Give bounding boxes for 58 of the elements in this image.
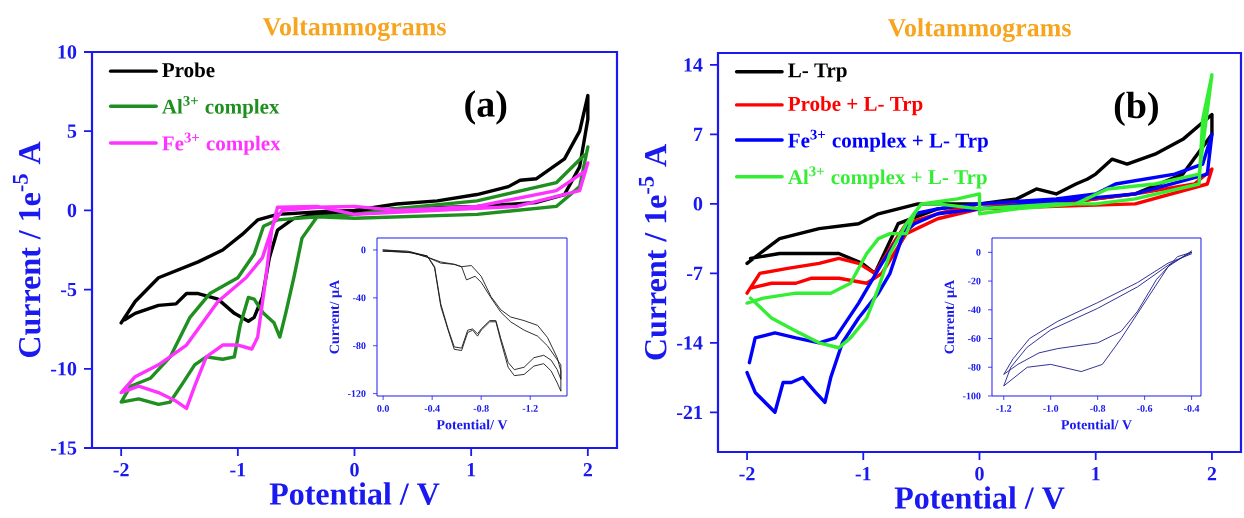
- x-tick-label: -2: [113, 463, 129, 477]
- y-tick-label: 0: [361, 246, 366, 254]
- y-tick-label: -7: [687, 266, 703, 280]
- legend-label: Fe$^{3+}$ complex + L- Trp: [788, 129, 988, 152]
- y-tick-label: -20: [967, 277, 981, 285]
- x-tick-label: 2: [583, 463, 592, 477]
- y-tick-label: -40: [967, 306, 981, 314]
- legend-label: Fe$^{3+}$ complex: [162, 132, 281, 155]
- y-tick-label: 5: [67, 124, 77, 138]
- y-tick-label: -15: [51, 441, 77, 455]
- y-tick-label: -80: [967, 363, 981, 371]
- x-axis-title: Potential / V: [269, 482, 440, 505]
- x-axis-title: Potential/ V: [1061, 419, 1132, 430]
- y-tick-label: 7: [694, 127, 703, 141]
- x-tick-label: -2: [739, 467, 755, 481]
- y-tick-label: -120: [347, 390, 366, 397]
- x-tick-label: 1: [1092, 467, 1100, 481]
- x-tick-label: -0.4: [424, 405, 440, 412]
- annotation: (a): [465, 90, 507, 125]
- x-tick-label: -1: [855, 467, 871, 481]
- legend-label: L- Trp: [788, 63, 847, 82]
- y-tick-label: -40: [352, 294, 366, 302]
- legend-label: Probe: [162, 62, 215, 78]
- y-axis-title: Current / 1e$^{-5}$ A: [638, 144, 667, 360]
- x-axis-title: Potential / V: [894, 486, 1065, 509]
- y-tick-label: 0: [976, 248, 981, 256]
- annotation: (b): [1114, 91, 1158, 127]
- y-axis-title: Current/ µA: [944, 279, 957, 354]
- y-tick-label: -80: [352, 342, 366, 350]
- chart-title: Voltammograms: [887, 18, 1071, 42]
- y-tick-label: -60: [967, 335, 981, 342]
- x-tick-label: 2: [1207, 467, 1217, 481]
- x-tick-label: -0.4: [1184, 405, 1200, 412]
- x-tick-label: -1.0: [1043, 405, 1059, 412]
- y-tick-label: -100: [962, 392, 981, 400]
- y-tick-label: 10: [58, 45, 77, 59]
- x-tick-label: -1.2: [522, 405, 538, 412]
- y-tick-label: 0: [67, 203, 77, 218]
- y-axis-title: Current / 1e$^{-5}$ A: [12, 141, 41, 358]
- x-tick-label: -1.2: [996, 405, 1012, 412]
- y-tick-label: -10: [51, 362, 77, 376]
- chart-title: Voltammograms: [262, 17, 446, 41]
- x-tick-label: -0.8: [473, 405, 489, 412]
- x-axis-title: Potential/ V: [436, 419, 508, 430]
- y-tick-label: -5: [61, 282, 77, 297]
- legend-label: Al$^{3+}$ complex + L- Trp: [788, 166, 987, 189]
- y-tick-label: -14: [677, 336, 703, 350]
- y-tick-label: -21: [677, 405, 702, 419]
- y-tick-label: 0: [693, 197, 703, 211]
- x-tick-label: -0.8: [1090, 405, 1106, 412]
- x-tick-label: 0.0: [377, 405, 389, 412]
- y-tick-label: 14: [684, 58, 703, 72]
- x-tick-label: -1: [230, 463, 246, 477]
- x-tick-label: 1: [467, 463, 476, 477]
- y-axis-title: Current/ µA: [329, 279, 342, 354]
- legend-label: Al$^{3+}$ complex: [162, 95, 280, 119]
- x-tick-label: -0.6: [1137, 405, 1153, 412]
- legend-label: Probe + L- Trp: [788, 96, 923, 116]
